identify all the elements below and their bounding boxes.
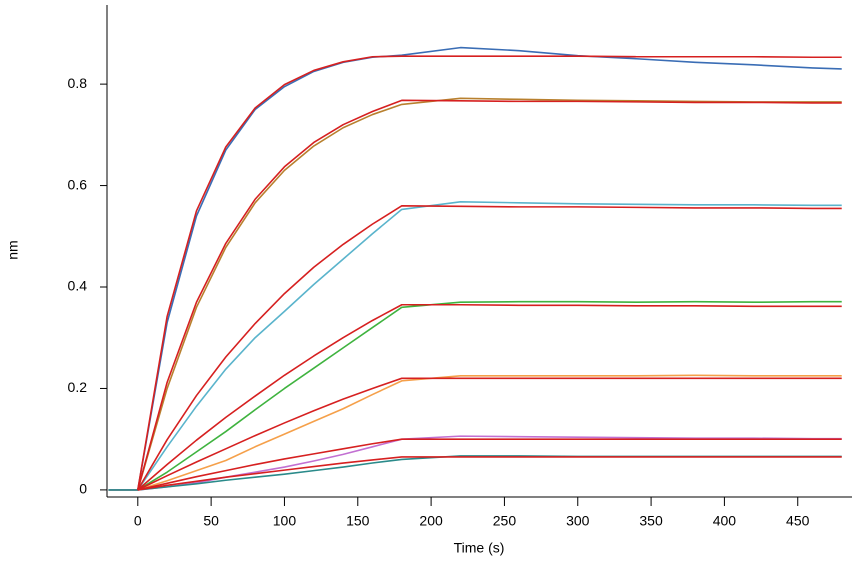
- y-axis-label: nm: [5, 240, 21, 259]
- x-tick-label: 350: [639, 513, 663, 529]
- x-tick-label: 250: [493, 513, 517, 529]
- y-tick-label: 0.6: [68, 176, 88, 192]
- series-line: [108, 435, 842, 491]
- x-tick-label: 150: [346, 513, 370, 529]
- x-tick-label: 400: [713, 513, 737, 529]
- y-tick-label: 0.4: [68, 278, 88, 294]
- x-tick-label: 100: [273, 513, 297, 529]
- series-line: [137, 99, 842, 491]
- x-tick-label: 200: [419, 513, 443, 529]
- x-axis-label: Time (s): [454, 540, 505, 556]
- y-tick-label: 0.8: [68, 75, 88, 91]
- series-line: [137, 456, 842, 491]
- series-line: [108, 374, 842, 491]
- x-tick-label: 0: [134, 513, 142, 529]
- y-tick-label: 0.2: [68, 379, 88, 395]
- series-line: [108, 201, 842, 491]
- series-line: [137, 377, 842, 491]
- series-line: [137, 205, 842, 491]
- series-line: [137, 303, 842, 491]
- x-tick-label: 450: [786, 513, 810, 529]
- series-line: [137, 55, 842, 491]
- series-line: [108, 300, 842, 491]
- x-tick-label: 300: [566, 513, 590, 529]
- series-line: [137, 438, 842, 491]
- y-tick-label: 0: [79, 481, 87, 497]
- x-tick-label: 50: [203, 513, 219, 529]
- series-line: [108, 97, 842, 491]
